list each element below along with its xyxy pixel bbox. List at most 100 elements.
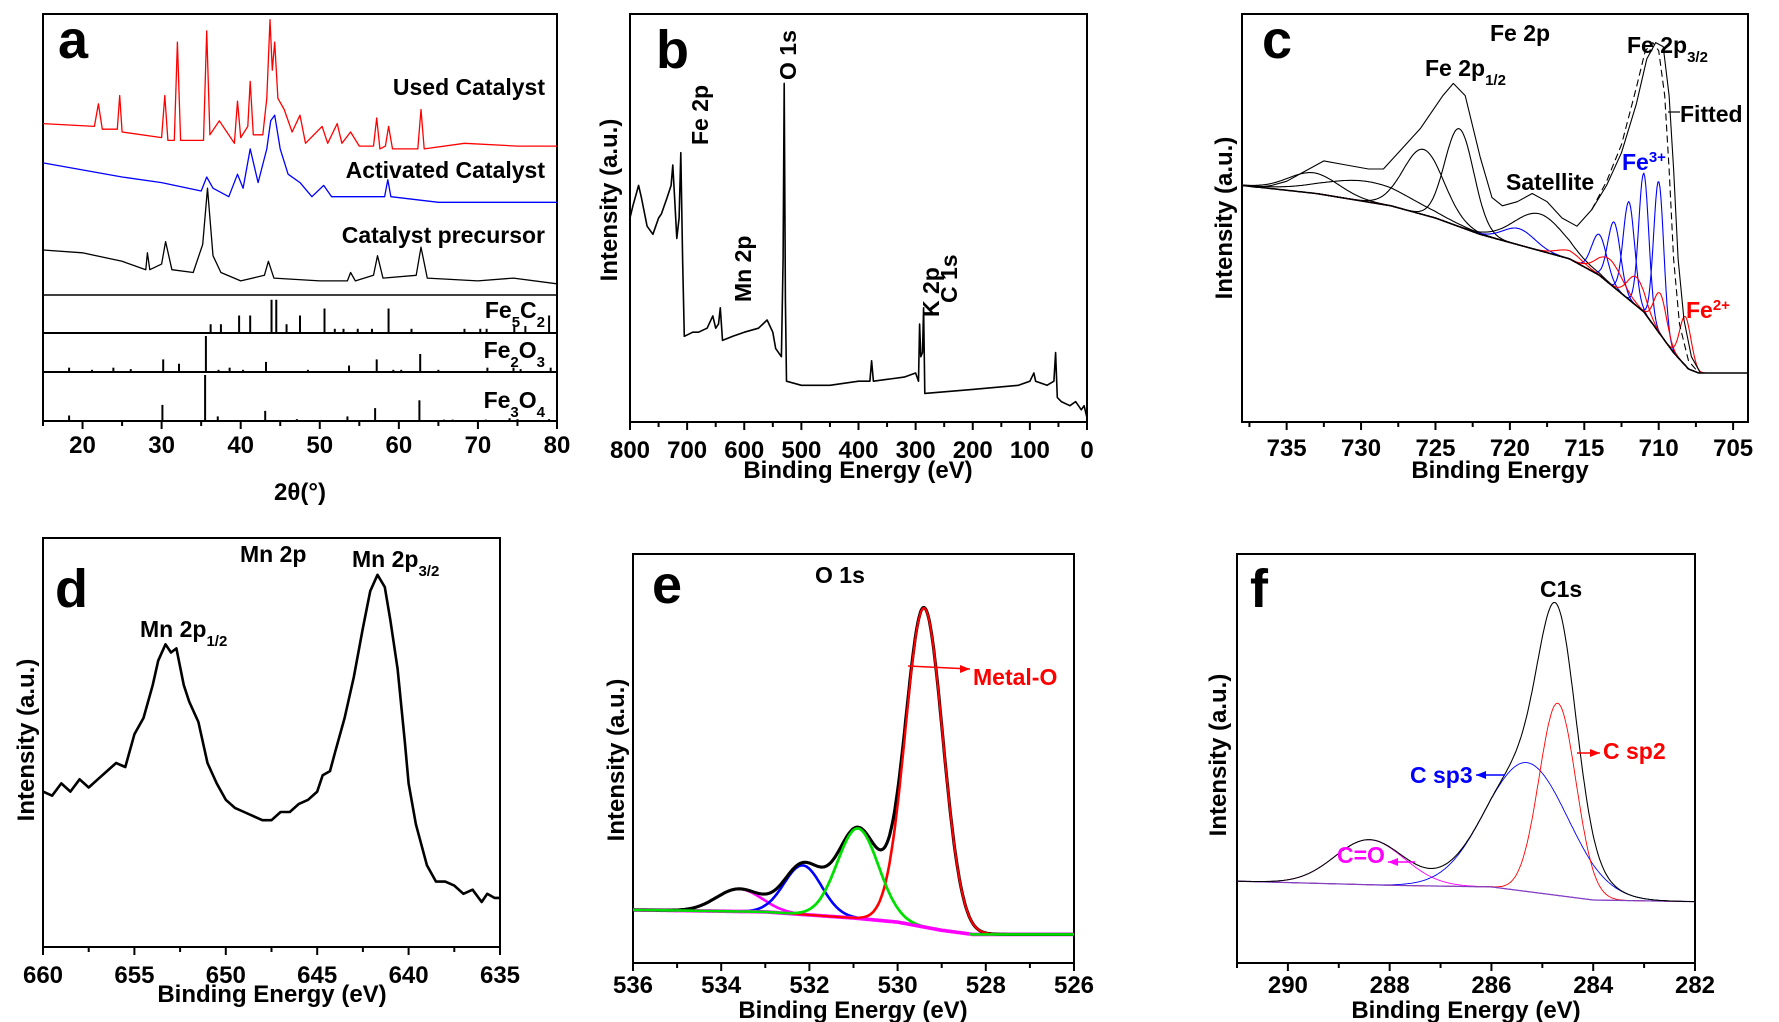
fit-component-curve — [1237, 702, 1695, 903]
fitted-curve — [1591, 42, 1700, 374]
peak-annotation: Fe 2p — [687, 85, 713, 145]
peak-annotation: O 1s — [775, 30, 801, 80]
peak-annotation: Fe 2p1/2 — [1425, 55, 1506, 89]
x-tick-label: 635 — [480, 962, 520, 989]
label-part: Satellite — [1506, 169, 1594, 195]
series-label: Used Catalyst — [393, 74, 545, 100]
fit-component-curve — [632, 606, 1075, 936]
label-part: 5 — [512, 314, 520, 331]
x-tick-label: 725 — [1415, 435, 1455, 462]
x-tick-label: 400 — [838, 437, 878, 464]
label-part: Fitted — [1680, 101, 1743, 127]
peak-annotation: K 2p — [918, 267, 944, 317]
x-axis-label: Binding Energy (eV) — [1351, 997, 1580, 1022]
reference-label: Fe2O3 — [484, 337, 545, 371]
x-axis-label: Binding Energy (eV) — [157, 981, 386, 1008]
arrowhead-icon — [1590, 749, 1600, 757]
peak-annotation: Mn 2p1/2 — [140, 616, 227, 650]
x-axis-label: Binding Energy — [1411, 457, 1589, 484]
x-tick-label: 30 — [148, 432, 175, 459]
x-tick-label: 650 — [206, 962, 246, 989]
x-tick-label: 40 — [227, 432, 254, 459]
plot-frame — [1236, 553, 1696, 964]
annotation-arrow — [907, 665, 971, 670]
series-label: Activated Catalyst — [346, 157, 546, 183]
arrowhead-icon — [1388, 858, 1398, 866]
reference-label: Fe3O4 — [484, 387, 546, 421]
y-axis-label: Intensity (a.u.) — [1211, 137, 1238, 300]
label-part: C sp2 — [1603, 738, 1666, 764]
background-curve — [632, 907, 1075, 937]
x-tick-label: 526 — [1054, 972, 1094, 999]
peak-annotation: Fitted — [1680, 101, 1743, 127]
panel-letter: b — [656, 20, 689, 80]
x-tick-label: 700 — [667, 437, 707, 464]
panel-letter: a — [58, 10, 89, 70]
x-tick-label: 655 — [114, 962, 154, 989]
x-tick-label: 536 — [613, 972, 653, 999]
label-part: Fe 2p — [1425, 55, 1485, 81]
panel-e: 536 534 532 530 528 526 Binding Energy (eV) Int… — [603, 553, 1094, 1022]
label-part: Fe 2p — [1627, 32, 1687, 58]
plot-frame — [629, 13, 1088, 423]
label-part: Fe — [485, 297, 512, 323]
peak-annotation: Fe 2p — [1490, 20, 1550, 46]
background-curve — [1237, 880, 1695, 903]
background-curve — [968, 932, 1075, 936]
x-tick-label: 528 — [966, 972, 1006, 999]
panel-d: 660 655 650 645 640 635 Binding Energy (eV) Int… — [13, 537, 520, 1008]
label-part: 2+ — [1713, 297, 1730, 314]
x-tick-label: 705 — [1713, 435, 1753, 462]
x-tick-label: 715 — [1564, 435, 1604, 462]
x-tick-label: 0 — [1080, 437, 1093, 464]
arrowhead-icon — [960, 665, 970, 673]
x-tick-label: 532 — [789, 972, 829, 999]
x-tick-label: 730 — [1341, 435, 1381, 462]
label-part: 3+ — [1649, 149, 1666, 166]
x-tick-label: 60 — [385, 432, 412, 459]
label-part: 3/2 — [1687, 49, 1708, 66]
label-part: Fe — [484, 387, 511, 413]
x-axis-label: 2θ(°) — [274, 479, 326, 506]
peak-annotation: Mn 2p — [730, 236, 756, 302]
peak-annotation: C sp2 — [1603, 738, 1666, 764]
panel-c: 735 730 725 720 715 710 705 Binding Energy Inten… — [1211, 10, 1753, 484]
x-tick-label: 288 — [1370, 972, 1410, 999]
plot-frame — [42, 537, 501, 948]
fit-envelope-curve — [632, 605, 1075, 936]
peak-annotation: Fe 2p3/2 — [1627, 32, 1708, 66]
series-label: Catalyst precursor — [342, 222, 545, 248]
fit-component-curve — [632, 864, 1075, 936]
fit-component-curve — [632, 606, 1075, 936]
x-tick-label: 600 — [724, 437, 764, 464]
x-tick-label: 645 — [297, 962, 337, 989]
panel-letter: c — [1262, 10, 1292, 70]
fit-component-curve — [1241, 184, 1748, 374]
background-curve — [1241, 184, 1748, 374]
x-tick-label: 200 — [953, 437, 993, 464]
label-part: K 2p — [918, 267, 944, 317]
label-part: O 1s — [815, 562, 865, 588]
label-part: 2 — [510, 354, 518, 371]
reference-label: Fe5C2 — [485, 297, 545, 331]
x-tick-label: 500 — [781, 437, 821, 464]
series-line — [42, 573, 500, 904]
series-line — [42, 18, 557, 150]
x-tick-label: 530 — [878, 972, 918, 999]
x-tick-label: 284 — [1573, 972, 1614, 999]
label-part: Mn 2p — [352, 546, 418, 572]
x-tick-label: 800 — [610, 437, 650, 464]
experimental-curve — [1241, 42, 1748, 374]
label-part: O — [519, 337, 537, 363]
peak-annotation: Mn 2p3/2 — [352, 546, 439, 580]
series-line — [629, 82, 1088, 419]
label-part: 4 — [537, 404, 546, 421]
label-part: 2 — [537, 314, 545, 331]
label-part: O 1s — [775, 30, 801, 80]
x-tick-label: 300 — [896, 437, 936, 464]
panel-b: 800 700 600 500 400 300 200 100 0 Binding Energy … — [596, 13, 1094, 484]
label-part: 3 — [537, 354, 545, 371]
label-part: Mn 2p — [140, 616, 206, 642]
label-part: 1/2 — [1485, 72, 1506, 89]
